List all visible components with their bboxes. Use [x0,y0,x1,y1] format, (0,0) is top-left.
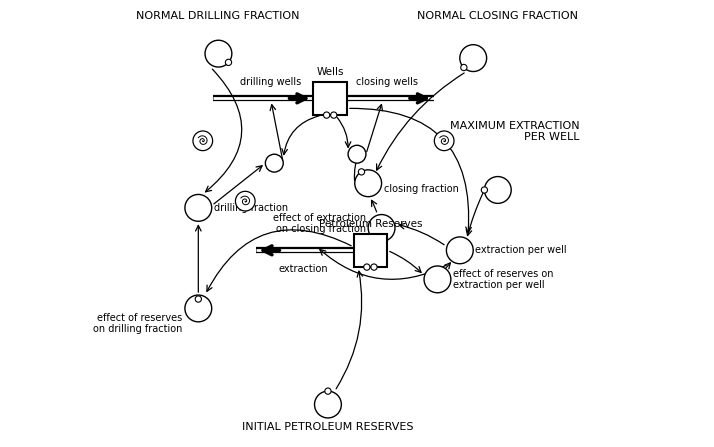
Circle shape [371,264,377,270]
Circle shape [193,131,213,151]
Text: extraction per well: extraction per well [476,245,567,255]
Circle shape [363,264,370,270]
Circle shape [484,177,511,203]
Circle shape [434,131,454,151]
Circle shape [358,169,365,175]
Text: drilling fraction: drilling fraction [214,203,288,213]
Circle shape [325,388,331,394]
Circle shape [195,296,201,302]
Text: effect of reserves on
extraction per well: effect of reserves on extraction per wel… [453,269,553,290]
Circle shape [185,295,212,322]
Circle shape [323,112,330,118]
Circle shape [368,215,395,241]
FancyBboxPatch shape [313,81,347,115]
Circle shape [236,191,255,211]
Circle shape [226,59,231,66]
Circle shape [355,170,381,197]
Circle shape [331,112,337,118]
Text: drilling wells: drilling wells [241,77,301,87]
Circle shape [446,237,473,264]
Circle shape [481,187,488,193]
Text: closing wells: closing wells [356,77,418,87]
Text: Wells: Wells [316,67,344,77]
Circle shape [348,145,366,163]
Text: INITIAL PETROLEUM RESERVES: INITIAL PETROLEUM RESERVES [242,422,413,432]
Text: Petroleum Reserves: Petroleum Reserves [318,219,422,229]
FancyBboxPatch shape [353,233,387,267]
Circle shape [461,64,467,71]
Text: effect of extraction
on closing fraction: effect of extraction on closing fraction [273,213,366,234]
Text: effect of reserves
on drilling fraction: effect of reserves on drilling fraction [94,313,183,334]
Circle shape [205,40,232,67]
Text: extraction: extraction [278,264,328,274]
Circle shape [185,194,212,221]
Circle shape [424,266,451,293]
Circle shape [315,391,341,418]
Text: closing fraction: closing fraction [384,184,458,194]
Text: MAXIMUM EXTRACTION
PER WELL: MAXIMUM EXTRACTION PER WELL [450,121,580,142]
Text: NORMAL CLOSING FRACTION: NORMAL CLOSING FRACTION [417,11,578,21]
Circle shape [460,45,487,72]
Text: NORMAL DRILLING FRACTION: NORMAL DRILLING FRACTION [136,11,299,21]
Circle shape [266,154,283,172]
